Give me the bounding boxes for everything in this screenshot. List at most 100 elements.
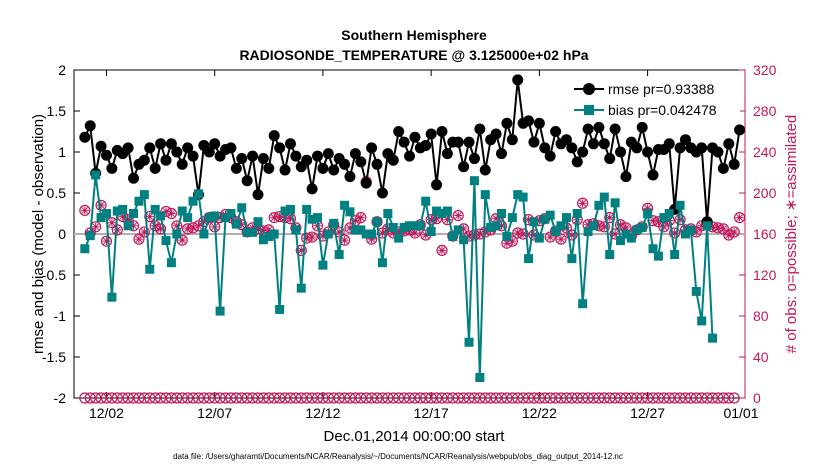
assimilated-star — [578, 199, 587, 208]
assimilated-star — [621, 223, 630, 232]
possible-point — [468, 392, 481, 404]
bias-point — [594, 200, 604, 210]
possible-point — [198, 392, 210, 404]
rmse-point — [468, 153, 480, 165]
rmse-point — [728, 158, 740, 170]
assimilated-point — [452, 209, 464, 222]
possible-point — [609, 392, 621, 404]
assimilated-star — [194, 221, 203, 230]
bias-point — [145, 264, 155, 274]
rmse-point — [420, 139, 432, 151]
possible-point — [182, 392, 194, 404]
rmse-point — [376, 187, 388, 199]
assimilated-ring — [306, 231, 318, 243]
assimilated-star — [605, 213, 614, 222]
rmse-point — [604, 153, 616, 165]
rmse-point — [560, 134, 572, 146]
bias-point — [697, 316, 707, 326]
assimilated-star — [567, 231, 576, 240]
possible-point — [100, 392, 113, 404]
legend-bias-label: bias pr=0.042478 — [608, 102, 717, 118]
bias-point — [258, 235, 268, 245]
possible-point — [122, 392, 134, 404]
assimilated-star — [178, 236, 187, 245]
bias-point — [361, 229, 371, 239]
bias-point — [383, 209, 393, 218]
y-right-tick-label: 240 — [753, 144, 777, 160]
assimilated-ring — [555, 233, 567, 245]
assimilated-point — [79, 204, 91, 217]
bias-point — [653, 251, 663, 261]
bias-point — [80, 244, 90, 254]
assimilated-ring — [100, 235, 113, 247]
rmse-point — [236, 153, 248, 165]
possible-point — [214, 392, 226, 404]
assimilated-point — [138, 226, 150, 238]
y-tick-label: -0.5 — [42, 267, 66, 283]
assimilated-star — [297, 246, 306, 255]
rmse-point — [274, 142, 286, 154]
possible-point — [571, 392, 583, 404]
bias-point — [231, 219, 241, 229]
assimilated-star — [356, 213, 365, 222]
possible-point — [279, 392, 291, 404]
bias-point — [507, 213, 517, 223]
bias-point — [648, 244, 658, 254]
y-right-tick-label: 280 — [753, 103, 777, 119]
possible-point — [176, 392, 188, 404]
assimilated-star — [676, 215, 685, 224]
assimilated-star — [345, 223, 354, 232]
rmse-point — [138, 154, 150, 166]
bias-point — [432, 206, 442, 216]
possible-point — [360, 392, 372, 404]
bias-point — [599, 192, 609, 202]
assimilated-point — [100, 235, 113, 247]
possible-point — [133, 392, 145, 404]
possible-point — [414, 392, 426, 404]
possible-point — [647, 392, 659, 404]
bias-point — [578, 299, 588, 309]
possible-point — [495, 392, 508, 404]
assimilated-point — [95, 199, 107, 211]
bias-point — [469, 176, 479, 186]
rmse-point — [371, 158, 383, 170]
assimilated-star — [129, 221, 138, 230]
rmse-point — [360, 177, 372, 189]
rmse-point — [404, 150, 415, 162]
rmse-point — [398, 136, 410, 148]
assimilated-point — [338, 234, 351, 246]
assimilated-star — [107, 218, 116, 227]
bias-point — [248, 227, 258, 237]
assimilated-point — [728, 226, 740, 238]
possible-point — [593, 392, 605, 404]
bias-point — [621, 229, 631, 239]
possible-point — [420, 392, 432, 404]
assimilated-star — [216, 213, 225, 222]
assimilated-star — [719, 224, 728, 233]
rmse-point — [84, 120, 96, 132]
rmse-point — [247, 150, 259, 162]
rmse-point — [501, 117, 513, 129]
possible-point — [631, 392, 643, 404]
possible-point — [246, 392, 259, 404]
rmse-point — [203, 146, 215, 158]
assimilated-point — [176, 234, 188, 246]
rmse-point — [301, 154, 313, 166]
possible-point — [582, 392, 594, 404]
assimilated-star — [502, 239, 511, 248]
assimilated-ring — [436, 244, 448, 256]
bias-point — [318, 260, 328, 270]
assimilated-point — [598, 221, 610, 233]
rmse-point — [458, 161, 470, 173]
bias-point — [275, 304, 285, 314]
assimilated-star — [481, 227, 490, 236]
possible-point — [79, 392, 91, 404]
assimilated-point — [717, 223, 729, 235]
bias-point — [513, 190, 523, 200]
possible-point — [366, 392, 378, 404]
assimilated-star — [535, 216, 544, 225]
assimilated-star — [616, 220, 625, 229]
assimilated-star — [80, 206, 89, 215]
rmse-point — [328, 164, 340, 176]
rmse-point — [712, 146, 724, 158]
